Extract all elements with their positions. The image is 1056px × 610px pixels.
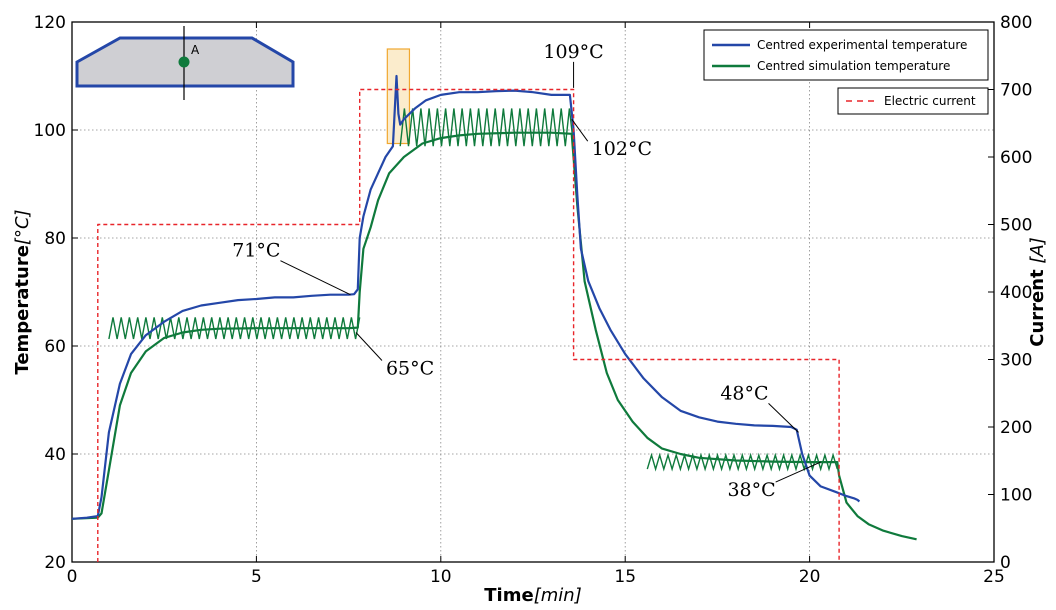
annotation-label: 48°C <box>720 382 768 404</box>
electric-current-line <box>97 88 840 562</box>
x-tick-label: 5 <box>251 567 262 587</box>
y-left-tick-label: 120 <box>34 13 66 33</box>
annotation-leader <box>355 332 383 361</box>
y-right-tick-label: 500 <box>1000 216 1032 236</box>
series-lines <box>71 74 917 562</box>
y-right-tick-label: 600 <box>1000 148 1032 168</box>
annotation-label: 102°C <box>592 138 652 160</box>
x-tick-label: 15 <box>614 567 636 587</box>
y-right-tick-label: 100 <box>1000 486 1032 506</box>
annotation-label: 65°C <box>386 358 434 380</box>
x-tick-label: 20 <box>799 567 821 587</box>
inset-schematic: A <box>75 26 295 100</box>
inset-point-a <box>178 56 190 68</box>
legend-label-simulation: Centred simulation temperature <box>757 59 950 73</box>
y-right-tick-label: 400 <box>1000 283 1032 303</box>
x-tick-label: 0 <box>67 567 78 587</box>
x-axis-label: Time[min] <box>484 585 581 606</box>
y-right-axis-label: Current [A] <box>1027 237 1048 347</box>
experimental-temperature-line <box>71 74 861 520</box>
simulation-temperature-line <box>71 131 917 541</box>
inset-point-label: A <box>191 43 200 57</box>
annotations: 71°C 65°C 109°C 102°C 48°C 38°C <box>232 41 821 501</box>
y-right-tick-label: 0 <box>1000 553 1011 573</box>
legend-label-current: Electric current <box>884 94 976 108</box>
y-right-tick-label: 300 <box>1000 351 1032 371</box>
y-left-tick-label: 100 <box>34 121 66 141</box>
annotation-label: 71°C <box>232 240 280 262</box>
y-left-tick-label: 20 <box>44 553 66 573</box>
y-left-tick-label: 80 <box>44 229 66 249</box>
annotation-label: 109°C <box>543 41 603 63</box>
annotation-label: 38°C <box>727 479 775 501</box>
simulation-oscillation-bands <box>108 108 838 472</box>
x-tick-label: 25 <box>983 567 1005 587</box>
y-right-tick-label: 200 <box>1000 418 1032 438</box>
x-tick-label: 10 <box>430 567 452 587</box>
annotation-leader <box>571 118 589 142</box>
annotation-leader <box>280 260 351 296</box>
y-left-tick-label: 40 <box>44 445 66 465</box>
legend-current: Electric current <box>837 87 989 115</box>
axis-ticks: 0 5 10 15 20 25 20 40 60 80 100 120 0 100 200 300 400 500… <box>34 13 1033 587</box>
y-left-axis-label: Temperature[°C] <box>12 209 33 374</box>
simulation-oscillation <box>399 108 575 147</box>
y-right-tick-label: 700 <box>1000 81 1032 101</box>
annotation-leader <box>775 461 821 483</box>
y-right-tick-label: 800 <box>1000 13 1032 33</box>
legend-temperatures-frame <box>703 29 989 81</box>
annotation-leader <box>768 403 799 433</box>
grid-lines <box>72 22 994 562</box>
legend-label-experimental: Centred experimental temperature <box>757 38 967 52</box>
y-left-tick-label: 60 <box>44 337 66 357</box>
legend-temperatures: Centred experimental temperature Centred… <box>703 29 989 81</box>
